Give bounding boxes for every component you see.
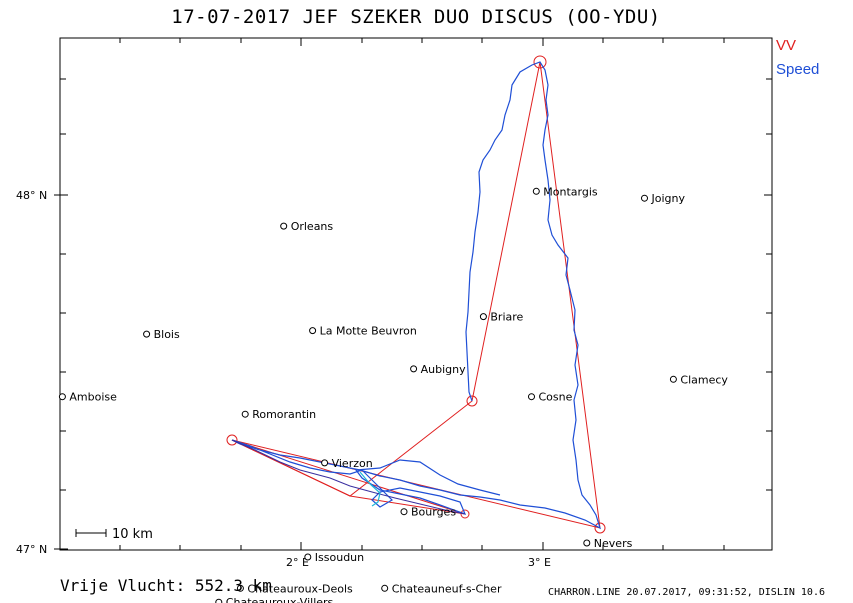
lat-ticks bbox=[54, 78, 772, 550]
flight-track-detail bbox=[231, 439, 466, 515]
town-label: Montargis bbox=[543, 185, 598, 198]
task-triangle bbox=[231, 61, 601, 529]
town-label: Amboise bbox=[69, 391, 117, 404]
town-marker bbox=[241, 410, 249, 418]
lon-ticks bbox=[119, 38, 725, 550]
legend-vv: VV bbox=[776, 37, 797, 54]
town-marker bbox=[143, 330, 151, 338]
legend: VV Speed bbox=[776, 34, 819, 82]
town-label: Romorantin bbox=[252, 408, 316, 421]
town-marker bbox=[532, 187, 540, 195]
town-label: Cosne bbox=[539, 391, 573, 404]
legend-speed: Speed bbox=[776, 61, 820, 78]
distance-summary: Vrije Vlucht: 552.3 km bbox=[60, 576, 272, 595]
town-marker bbox=[669, 375, 677, 383]
town-marker bbox=[304, 553, 312, 561]
town-marker bbox=[381, 584, 389, 592]
footer-info: CHARRON.LINE 20.07.2017, 09:31:52, DISLI… bbox=[548, 587, 825, 598]
town-label: Aubigny bbox=[421, 363, 466, 376]
lat-label-48: 48° N bbox=[16, 189, 47, 202]
town-marker bbox=[410, 365, 418, 373]
town-marker bbox=[479, 313, 487, 321]
town-label: Vierzon bbox=[332, 457, 373, 470]
turnpoint-circles bbox=[226, 55, 606, 534]
town-marker bbox=[280, 222, 288, 230]
town-label: Issoudun bbox=[315, 551, 364, 564]
flight-track-final bbox=[359, 471, 381, 507]
town-marker bbox=[528, 393, 535, 401]
lon-label-3: 3° E bbox=[528, 556, 551, 569]
town-markers: Montargis Joigny Orleans Blois La Motte Beuv… bbox=[58, 185, 728, 603]
town-marker bbox=[321, 459, 329, 467]
town-marker bbox=[236, 584, 244, 592]
town-marker bbox=[58, 393, 66, 401]
town-marker bbox=[641, 194, 648, 202]
town-label: Chateauroux-Deols bbox=[247, 582, 353, 595]
town-label: La Motte Beuvron bbox=[320, 325, 417, 338]
scale-label: 10 km bbox=[112, 527, 153, 542]
town-marker bbox=[215, 598, 223, 603]
town-label: Blois bbox=[154, 328, 180, 341]
scale-bar bbox=[75, 529, 107, 537]
town-label: Bourges bbox=[411, 506, 456, 519]
task-leg-return bbox=[231, 439, 466, 515]
town-label: Joigny bbox=[651, 192, 686, 205]
chart-title: 17-07-2017 JEF SZEKER DUO DISCUS (OO-YDU… bbox=[171, 6, 661, 28]
town-label: Nevers bbox=[594, 537, 633, 550]
town-label: Clamecy bbox=[680, 373, 728, 386]
lon-label-2: 2° E bbox=[286, 556, 309, 569]
lat-label-47: 47° N bbox=[16, 543, 47, 556]
town-label: Chateauroux-Villers bbox=[226, 596, 334, 603]
town-label: Chateauneuf-s-Cher bbox=[392, 582, 502, 595]
town-label: Briare bbox=[490, 311, 523, 324]
flight-track bbox=[231, 61, 602, 530]
town-label: Orleans bbox=[291, 220, 334, 233]
map-frame bbox=[59, 37, 773, 551]
town-marker bbox=[309, 327, 317, 335]
town-marker bbox=[400, 508, 408, 516]
town-marker bbox=[583, 539, 591, 547]
